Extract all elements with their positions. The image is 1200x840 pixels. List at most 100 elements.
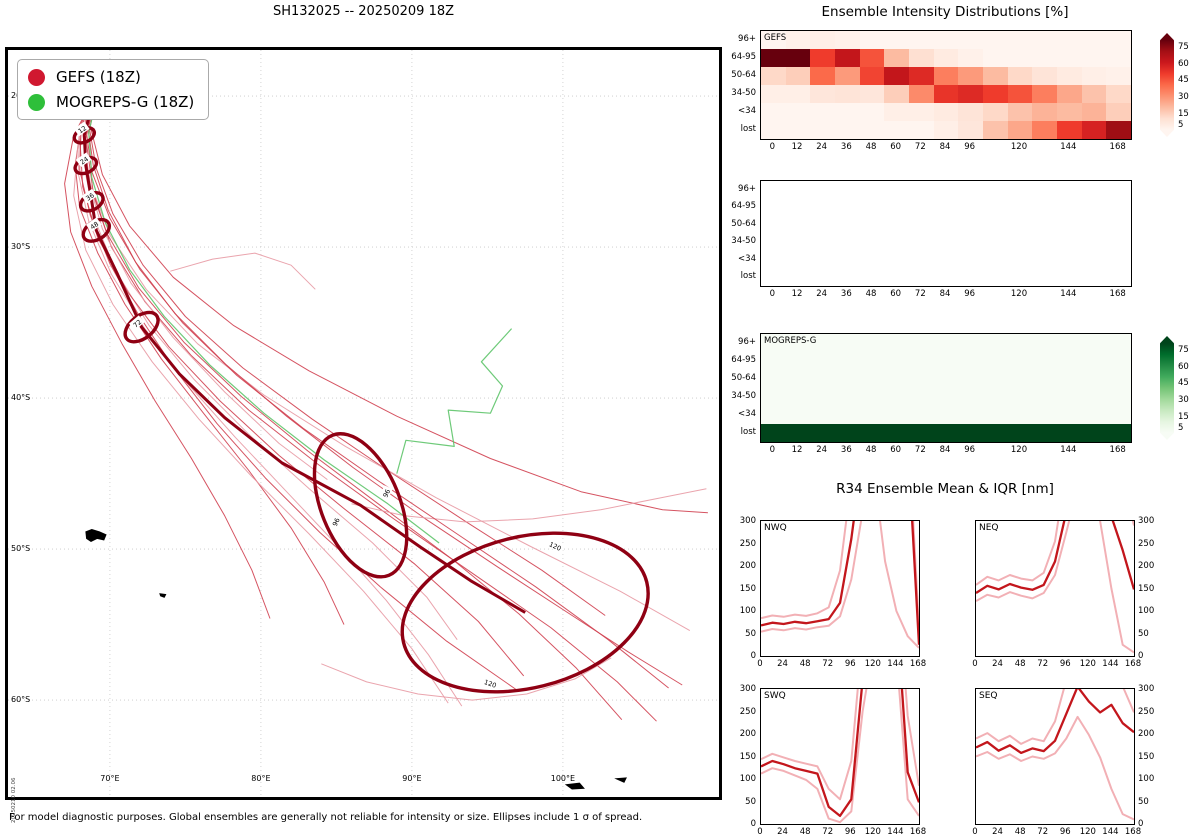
ensemble-track-line — [170, 252, 316, 290]
heatmap-cell — [761, 388, 786, 406]
heatmap-cell — [1056, 31, 1082, 49]
heatmap-cell — [859, 352, 885, 370]
heatmap-cell — [785, 85, 811, 103]
heatmap-cell — [785, 67, 811, 85]
heatmap-cell — [933, 121, 959, 139]
heatmap-cell — [933, 370, 959, 388]
heatmap-cell — [982, 85, 1008, 103]
heatmap-cell — [1007, 370, 1033, 388]
r34-y-tick-label: 50 — [745, 796, 756, 807]
r34-x-tick-label: 72 — [1037, 659, 1049, 669]
map-title: SH132025 -- 20250209 18Z — [272, 4, 455, 19]
r34-y-tick-label: 0 — [750, 651, 756, 661]
heatmap-cell — [908, 121, 934, 139]
colorbar-tick-label: 5 — [1178, 423, 1184, 434]
heatmap-cell — [982, 49, 1008, 67]
heatmap-cell — [810, 352, 835, 370]
heatmap-cell — [933, 352, 959, 370]
intensity-row-label: 50-64 — [731, 373, 756, 383]
heatmap-cell — [958, 85, 983, 103]
heatmap-panel-gefs-label: GEFS — [764, 33, 787, 43]
intensity-row-label: <34 — [738, 106, 756, 116]
r34-x-tick-label: 48 — [799, 659, 811, 669]
r34-y-tick-label: 300 — [1138, 516, 1155, 526]
lon-tick-label: 90°E — [402, 774, 422, 783]
heatmap-cell — [884, 352, 909, 370]
heatmap-cell — [982, 67, 1008, 85]
intensity-x-tick-label: 36 — [840, 142, 852, 152]
r34-mean-line — [976, 689, 1134, 755]
heatmap-cell — [982, 103, 1008, 121]
heatmap-cell — [834, 121, 860, 139]
heatmap-cell — [1056, 388, 1082, 406]
label-text: 48 — [89, 220, 100, 231]
colorbar-tick-label: 45 — [1178, 75, 1189, 86]
r34-y-tick-label: 200 — [1138, 729, 1155, 739]
heatmap-cell — [1056, 103, 1082, 121]
heatmap-cell — [1032, 334, 1057, 352]
heatmap-cell — [982, 406, 1008, 424]
heatmap-cell — [810, 67, 835, 85]
intensity-x-tick-label: 48 — [865, 289, 877, 299]
label-bg — [128, 315, 145, 331]
r34-y-tick-label: 250 — [1138, 706, 1155, 717]
r34-y-tick-label: 150 — [739, 583, 756, 594]
heatmap-cell — [1081, 352, 1107, 370]
r34-x-tick-label: 120 — [1079, 827, 1096, 837]
heatmap-cell — [761, 352, 786, 370]
heatmap-cell — [1032, 370, 1057, 388]
heatmap-cell — [859, 370, 885, 388]
r34-panel-seq-label: SEQ — [979, 691, 998, 701]
heatmap-cell — [810, 103, 835, 121]
heatmap-cell — [908, 103, 934, 121]
r34-iqr-line — [976, 521, 1134, 586]
heatmap-cell — [834, 334, 860, 352]
r34-x-tick-label: 24 — [777, 659, 788, 669]
ellipse-hour-label: 120 — [480, 675, 501, 691]
heatmap-cell — [1007, 334, 1033, 352]
heatmap-panel-mogreps-label: MOGREPS-G — [764, 336, 817, 346]
ensemble-track-line — [79, 89, 517, 690]
heatmap-cell — [884, 121, 909, 139]
colorbar-tick-label: 30 — [1178, 395, 1189, 406]
heatmap-cell — [982, 121, 1008, 139]
r34-canvas — [761, 689, 919, 824]
intensity-x-tick-label: 144 — [1060, 445, 1077, 455]
ensemble-track-line — [86, 89, 683, 686]
mogreps-marker-icon — [28, 93, 45, 111]
intensity-row-label: <34 — [738, 253, 756, 264]
heatmap-cell — [834, 352, 860, 370]
heatmap-cell — [1007, 49, 1033, 67]
r34-x-tick-label: 72 — [822, 827, 834, 837]
heatmap-cell — [982, 352, 1008, 370]
heatmap-cell — [761, 334, 786, 352]
r34-y-tick-label: 100 — [1138, 606, 1155, 616]
r34-mean-line — [761, 521, 919, 645]
heatmap-cell — [1056, 49, 1082, 67]
r34-x-tick-label: 168 — [1124, 659, 1142, 669]
r34-x-tick-label: 120 — [1079, 659, 1096, 669]
heatmap-cell — [785, 388, 811, 406]
r34-canvas — [976, 521, 1134, 654]
heatmap-cell — [859, 103, 885, 121]
heatmap-cell — [785, 49, 811, 67]
heatmap-cell — [834, 388, 860, 406]
r34-x-tick-label: 48 — [799, 827, 811, 837]
heatmap-cell — [761, 121, 786, 139]
r34-y-tick-label: 50 — [1138, 628, 1149, 639]
heatmap-cell — [958, 424, 983, 442]
intensity-x-tick-label: 120 — [1010, 289, 1028, 299]
heatmap-cell — [834, 67, 860, 85]
heatmap-cell — [1056, 121, 1082, 139]
heatmap-cell — [1056, 352, 1082, 370]
heatmap-cell — [1106, 424, 1131, 442]
heatmap-cell — [884, 85, 909, 103]
r34-panel-swq-label: SWQ — [764, 691, 786, 701]
intensity-row-label: 96+ — [738, 337, 756, 347]
heatmap-cell — [933, 31, 959, 49]
mean-track-line — [82, 83, 526, 614]
r34-y-tick-label: 300 — [1138, 684, 1155, 694]
label-text: 24 — [79, 155, 90, 166]
intensity-row-label: 50-64 — [731, 218, 756, 229]
heatmap-cell — [908, 49, 934, 67]
